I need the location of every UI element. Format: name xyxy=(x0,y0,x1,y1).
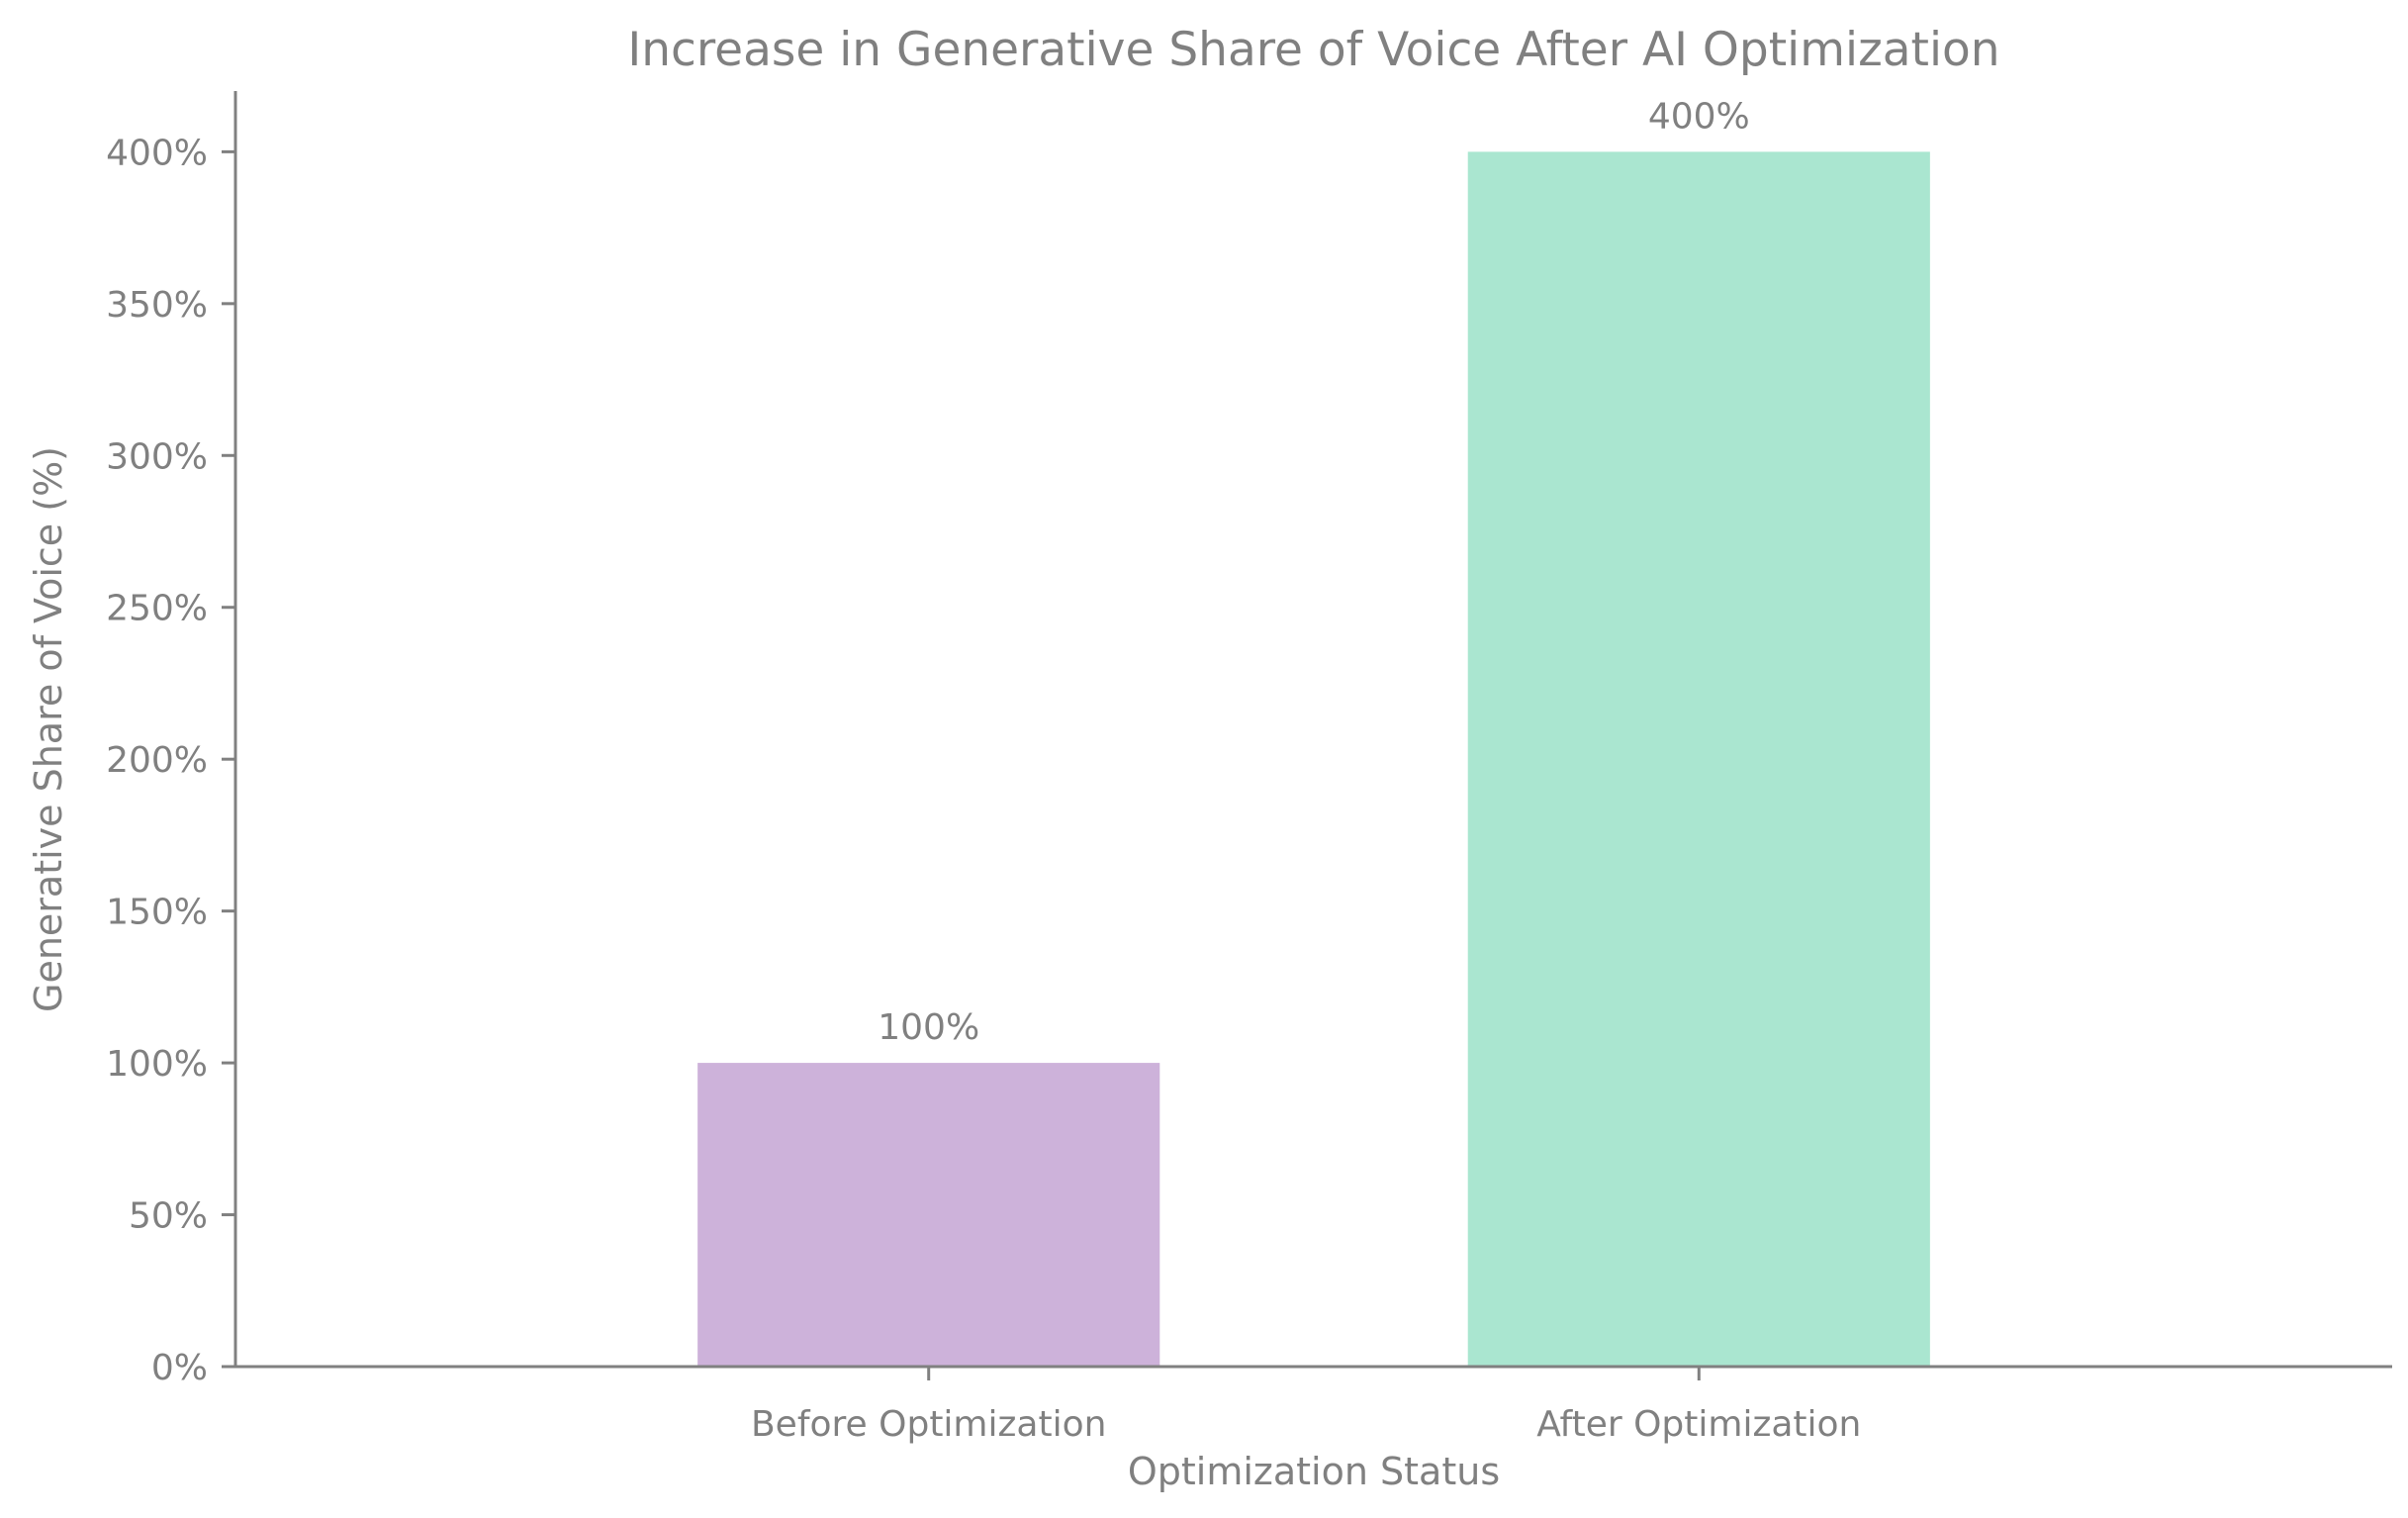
x-axis-ticks: Before Optimization After Optimization xyxy=(751,1367,1861,1445)
chart-title: Increase in Generative Share of Voice Af… xyxy=(627,23,1999,77)
data-label: 100% xyxy=(878,1007,979,1048)
bar xyxy=(697,1063,1160,1367)
y-axis-label: Generative Share of Voice (%) xyxy=(27,446,70,1012)
y-tick-label: 300% xyxy=(106,436,208,477)
x-tick-label: After Optimization xyxy=(1536,1404,1861,1445)
bars xyxy=(697,151,1930,1367)
data-label: 400% xyxy=(1648,96,1750,137)
x-axis-label: Optimization Status xyxy=(1128,1450,1500,1493)
y-tick-label: 200% xyxy=(106,740,208,781)
y-tick-label: 100% xyxy=(106,1044,208,1085)
y-tick-label: 50% xyxy=(129,1196,208,1237)
y-tick-label: 350% xyxy=(106,285,208,326)
y-axis-ticks: 0% 50% 100% 150% 200% 250% 300% 350% 400% xyxy=(106,133,235,1388)
y-tick-label: 250% xyxy=(106,589,208,629)
y-tick-label: 150% xyxy=(106,893,208,933)
y-tick-label: 0% xyxy=(151,1348,208,1388)
y-tick-label: 400% xyxy=(106,133,208,173)
x-tick-label: Before Optimization xyxy=(751,1404,1106,1445)
data-labels: 100% 400% xyxy=(878,96,1749,1048)
bar xyxy=(1467,151,1930,1367)
